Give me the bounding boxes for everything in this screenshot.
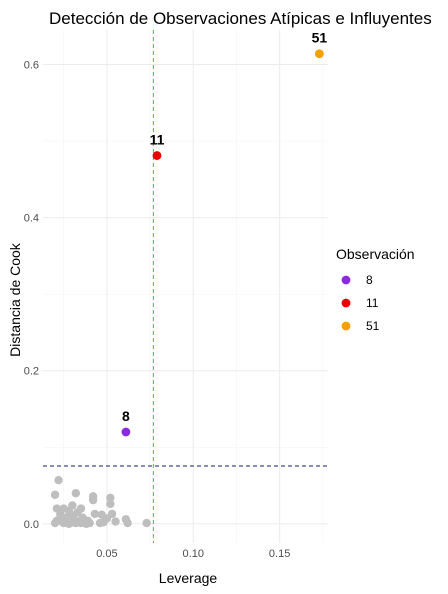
data-point — [52, 504, 62, 513]
y-tick-label: 0.0 — [24, 519, 39, 531]
legend-label-8: 8 — [366, 273, 373, 287]
point-label-11: 11 — [150, 132, 165, 148]
data-point — [68, 501, 77, 510]
data-point — [107, 509, 117, 519]
x-axis-title: Leverage — [159, 570, 218, 586]
data-point — [71, 489, 81, 498]
data-point — [76, 504, 86, 513]
data-point — [106, 499, 115, 509]
plot-panel: 0.05 0.10 0.15 0.0 0.2 0.4 0.6 8 11 51 — [24, 30, 328, 560]
x-tick-label: 0.10 — [183, 548, 204, 560]
highlighted-point-51 — [314, 49, 324, 59]
data-point — [142, 518, 151, 528]
point-label-8: 8 — [122, 408, 130, 424]
data-point — [50, 490, 60, 499]
y-axis-title: Distancia de Cook — [7, 242, 23, 357]
data-point — [106, 493, 115, 503]
point-label-51: 51 — [312, 30, 328, 46]
data-point — [90, 509, 100, 519]
legend-swatch-51 — [341, 321, 351, 331]
legend-swatch-8 — [341, 275, 351, 285]
legend-swatch-11 — [341, 298, 351, 308]
data-point — [111, 517, 120, 526]
y-tick-label: 0.2 — [24, 366, 39, 378]
data-point — [123, 518, 132, 528]
data-point — [85, 518, 94, 528]
legend: Observación 8 11 51 — [336, 246, 415, 333]
data-point — [50, 518, 60, 528]
legend-title: Observación — [336, 246, 415, 262]
y-tick-label: 0.6 — [24, 59, 39, 71]
y-tick-label: 0.4 — [24, 213, 39, 225]
highlighted-point-11 — [152, 151, 162, 160]
data-point — [88, 495, 98, 505]
chart-title: Detección de Observaciones Atípicas e In… — [49, 9, 432, 28]
x-tick-label: 0.15 — [269, 548, 290, 560]
highlighted-point-8 — [121, 427, 131, 437]
x-tick-label: 0.05 — [96, 548, 117, 560]
legend-label-51: 51 — [366, 319, 380, 333]
data-point — [54, 476, 63, 485]
legend-label-11: 11 — [366, 296, 379, 310]
